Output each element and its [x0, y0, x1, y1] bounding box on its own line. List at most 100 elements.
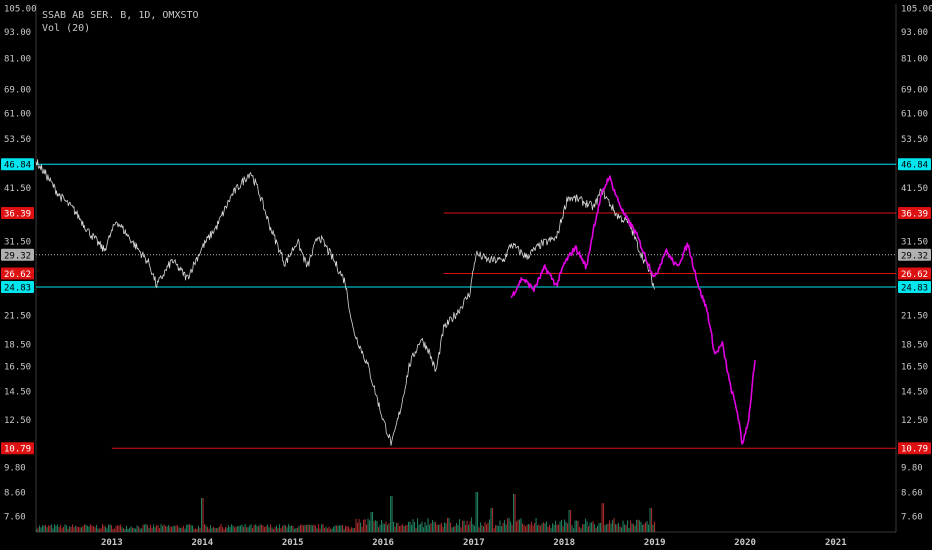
time-tick-label: 2019: [644, 538, 666, 548]
volume-bar: [66, 525, 68, 532]
volume-bar: [120, 524, 122, 532]
volume-bar: [204, 524, 206, 532]
volume-bar: [645, 522, 647, 532]
volume-bar: [510, 521, 512, 532]
price-tick-label: 41.50: [4, 184, 31, 194]
volume-bar: [156, 525, 158, 532]
volume-bar: [373, 521, 375, 532]
volume-bar: [339, 525, 341, 532]
volume-bar: [106, 528, 108, 532]
volume-bar: [301, 524, 303, 532]
volume-bar: [216, 528, 218, 532]
volume-bar: [181, 527, 183, 532]
volume-bar: [540, 525, 542, 532]
volume-bar: [346, 526, 348, 532]
volume-bar: [504, 520, 506, 532]
volume-bar: [64, 524, 66, 532]
volume-bar: [633, 523, 635, 532]
volume-bar: [576, 520, 578, 532]
volume-bar: [646, 521, 648, 532]
volume-bar: [330, 528, 332, 532]
volume-bar: [286, 527, 288, 532]
price-tick-label: 36.39: [4, 210, 31, 220]
volume-bar: [75, 525, 77, 532]
volume-bar: [610, 523, 612, 532]
volume-bar: [615, 524, 617, 532]
volume-bar: [132, 527, 134, 532]
price-tick-label: 9.80: [4, 463, 26, 473]
volume-bar: [625, 525, 627, 532]
price-tick-label: 9.80: [901, 463, 923, 473]
volume-bar: [345, 525, 347, 532]
volume-bar: [463, 520, 465, 532]
volume-bar: [574, 520, 576, 532]
volume-bar: [538, 524, 540, 532]
volume-bar: [52, 528, 54, 532]
volume-bar: [397, 523, 399, 532]
volume-bar: [474, 525, 476, 532]
volume-bar: [51, 524, 53, 532]
volume-bar: [426, 525, 428, 532]
time-axis[interactable]: 2013 2014 2015 2016 2017 2018 2019 2020 2021: [101, 538, 847, 548]
volume-bar: [486, 524, 488, 532]
volume-bar: [276, 525, 278, 532]
volume-bar: [487, 522, 489, 532]
price-tick-label: 7.60: [901, 513, 923, 523]
volume-bar: [258, 526, 260, 532]
volume-bar: [429, 524, 431, 532]
volume-bar: [498, 526, 500, 532]
volume-bar: [592, 521, 594, 532]
volume-bar: [355, 518, 357, 532]
volume-bar: [606, 524, 608, 532]
volume-bar: [483, 526, 485, 532]
price-label-badge: [1, 158, 34, 171]
volume-bar: [192, 525, 194, 532]
volume-bar: [78, 527, 80, 532]
volume-bar: [219, 526, 221, 532]
volume-bar: [477, 492, 479, 532]
volume-bar: [178, 527, 180, 532]
volume-bar: [354, 528, 356, 532]
price-axis[interactable]: 105.00 105.00 93.00 93.00 81.00 81.00 69.00 69.…: [1, 5, 932, 523]
volume-bar: [114, 528, 116, 532]
volume-bar: [226, 527, 228, 532]
volume-bar: [39, 525, 41, 532]
price-line[interactable]: [35, 159, 656, 446]
volume-bar: [502, 522, 504, 532]
volume-bar: [94, 527, 96, 532]
volume-bar: [597, 525, 599, 532]
volume-bar: [90, 524, 92, 532]
volume-bar: [595, 527, 597, 532]
volume-bar: [435, 521, 437, 532]
volume-bar: [583, 524, 585, 532]
volume-bar: [523, 524, 525, 532]
volume-bar: [157, 525, 159, 532]
volume-bar: [282, 525, 284, 532]
projection-line[interactable]: [510, 175, 756, 445]
volume-bar: [193, 528, 195, 532]
volume-bar: [43, 525, 45, 532]
volume-bar: [598, 523, 600, 532]
volume-bar: [495, 525, 497, 532]
volume-indicator-label[interactable]: Vol (20): [42, 23, 91, 34]
volume-bar: [424, 522, 426, 532]
volume-bar: [273, 529, 275, 532]
price-label-badge: [898, 281, 931, 293]
volume-bar: [246, 527, 248, 532]
price-tick-label: 46.84: [901, 161, 928, 171]
symbol-title[interactable]: SSAB AB SER. B, 1D, OMXSTO: [42, 10, 199, 21]
price-tick-label: 81.00: [4, 55, 31, 65]
price-tick-label: 7.60: [4, 513, 26, 523]
time-tick-label: 2013: [101, 538, 123, 548]
volume-bar: [180, 528, 182, 532]
volume-bar: [384, 524, 386, 532]
volume-bar: [118, 525, 120, 532]
price-tick-label: 61.00: [4, 110, 31, 120]
volume-bar: [460, 527, 462, 532]
price-tick-label: 10.79: [901, 445, 928, 455]
volume-bar: [441, 523, 443, 532]
volume-bar: [241, 524, 243, 532]
volume-bar: [172, 525, 174, 532]
volume-bar: [516, 521, 518, 532]
